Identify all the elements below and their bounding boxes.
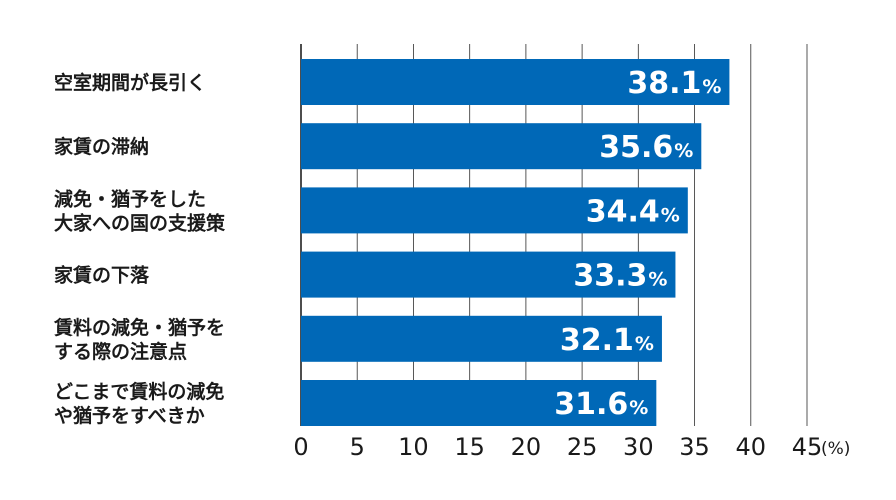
bar-3 [301,251,676,298]
data-label-2: 34.4% [586,194,680,229]
x-axis-unit-label: (%) [821,439,850,459]
data-label-0: 38.1% [627,66,721,101]
x-tick-label-10: 10 [398,433,429,461]
data-label-5: 31.6% [554,387,648,422]
bar-0 [301,59,730,105]
category-label-5: どこまで賃料の減免や猶予をすべきか [54,380,224,427]
bars: 38.1% 35.6% 34.4% 33.3% 32.1% 31.6% [301,59,730,426]
bar-5 [301,380,657,426]
grid-lines [300,44,808,426]
category-label-4: 賃料の減免・猶予をする際の注意点 [53,316,225,363]
category-labels: 空室期間が長引く家賃の滞納減免・猶予をした大家への国の支援策家賃の下落賃料の減免… [53,71,226,427]
data-label-4: 32.1% [560,323,654,358]
category-label-1: 家賃の滞納 [54,135,149,158]
x-tick-label-5: 5 [350,433,365,461]
category-label-2: 減免・猶予をした大家への国の支援策 [54,187,226,234]
bar-4 [301,315,662,362]
x-tick-label-35: 35 [679,433,710,461]
x-tick-label-30: 30 [623,433,654,461]
x-tick-label-45: 45 [792,433,823,461]
data-label-3: 33.3% [573,259,667,294]
category-label-3: 家賃の下落 [54,264,150,287]
bar-2 [301,187,688,234]
x-tick-label-0: 0 [293,433,308,461]
x-axis-ticks: 0 5 10 15 20 25 30 35 40 45 [293,433,822,461]
x-tick-label-15: 15 [454,433,485,461]
bar-1 [301,123,702,170]
x-tick-label-20: 20 [511,433,542,461]
x-tick-label-40: 40 [736,433,767,461]
data-label-1: 35.6% [599,130,693,165]
category-label-0: 空室期間が長引く [54,71,206,94]
x-tick-label-25: 25 [567,433,598,461]
